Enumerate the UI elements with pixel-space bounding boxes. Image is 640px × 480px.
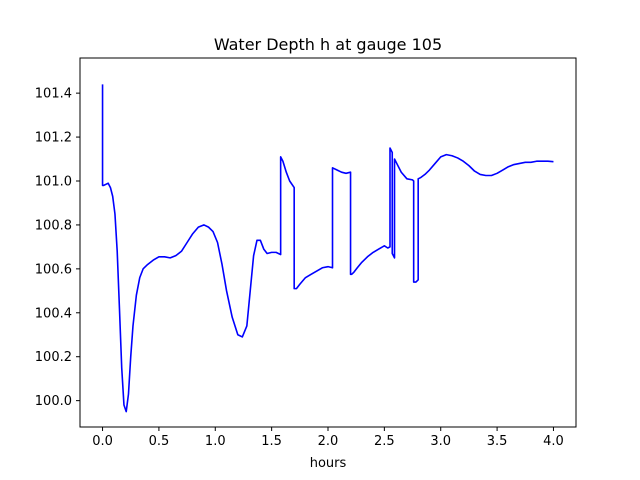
y-axis: 100.0 100.2 100.4 100.6 100.8 101.0 101.2 101.4 (35, 87, 80, 409)
x-tick-label: 3.0 (430, 434, 451, 449)
x-tick-label: 3.5 (487, 434, 508, 449)
series-line-1 (101, 84, 554, 413)
y-tick-label: 100.2 (35, 350, 72, 365)
y-tick-label: 100.8 (35, 218, 72, 233)
y-tick-label: 101.4 (35, 87, 72, 102)
x-tick-label: 2.5 (374, 434, 395, 449)
y-tick-label: 100.0 (35, 394, 72, 409)
plot-area (79, 57, 577, 428)
y-tick-label: 100.6 (35, 262, 72, 277)
plot-frame (79, 57, 577, 428)
chart-title: Water Depth h at gauge 105 (214, 35, 442, 54)
x-axis: 0.0 0.5 1.0 1.5 2.0 2.5 3.0 3.5 4.0 (92, 427, 564, 449)
series-layer (101, 84, 554, 413)
x-tick-label: 1.0 (205, 434, 226, 449)
y-tick-label: 100.4 (35, 306, 72, 321)
x-tick-label: 4.0 (543, 434, 564, 449)
x-axis-label: hours (310, 456, 347, 471)
x-tick-label: 0.5 (149, 434, 170, 449)
y-tick-label: 101.0 (35, 175, 72, 190)
x-tick-label: 0.0 (92, 434, 113, 449)
x-tick-label: 2.0 (318, 434, 339, 449)
x-tick-label: 1.5 (261, 434, 282, 449)
y-tick-label: 101.2 (35, 131, 72, 146)
